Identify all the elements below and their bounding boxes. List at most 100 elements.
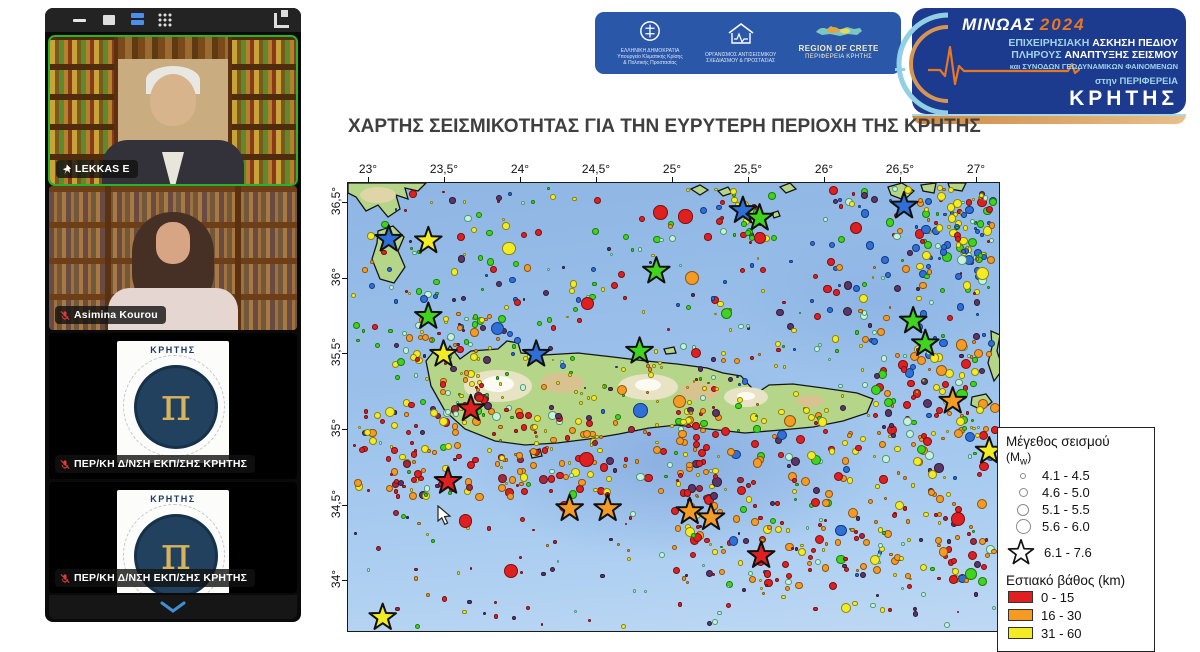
earthquake-dot [406,470,411,475]
earthquake-dot [945,546,953,553]
earthquake-dot [674,525,682,532]
earthquake-dot [884,409,893,418]
earthquake-dot [454,442,461,450]
earthquake-dot [940,288,945,294]
earthquake-dot [710,385,717,392]
earthquake-dot [921,592,926,597]
earthquake-dot [396,358,406,367]
earthquake-dot [919,281,927,290]
earthquake-dot [967,532,972,537]
basemap-islands [348,183,999,459]
earthquake-dot [445,409,452,416]
earthquake-dot [394,299,399,304]
depth-color-swatch [1008,591,1033,604]
earthquake-dot [453,411,459,417]
earthquake-dot [918,269,927,279]
major-earthquake-star [974,436,999,464]
earthquake-dot [507,330,513,337]
participant-name-badge: ΠΕΡ/ΚΗ Δ/ΝΣΗ ΕΚΠ/ΣΗΣ ΚΡΗΤΗΣ [55,569,256,587]
earthquake-dot [972,255,978,260]
earthquake-dot [800,476,810,486]
earthquake-dot [354,482,364,491]
earthquake-dot [651,253,655,257]
earthquake-dot [968,259,974,266]
earthquake-dot [775,578,780,583]
earthquake-dot [677,469,685,477]
earthquake-dot [516,468,524,475]
earthquake-dot [753,503,758,508]
earthquake-dot [550,325,556,331]
earthquake-dot [959,353,964,359]
earthquake-dot [925,264,931,269]
video-tile-education-directorate-2[interactable]: ΚΡΗΤΗΣ π ΠΕΡ/ΚΗ Δ/ΝΣΗ ΕΚΠ/ΣΗΣ ΚΡΗΤΗΣ [49,482,297,593]
video-tile-education-directorate[interactable]: ΚΡΗΤΗΣ π ΠΕΡ/ΚΗ Δ/ΝΣΗ ΕΚΠ/ΣΗΣ ΚΡΗΤΗΣ [49,333,297,479]
earthquake-dot [883,314,890,321]
speaker-view-icon[interactable] [131,13,144,27]
gallery-view-icon[interactable] [158,13,172,27]
earthquake-dot [898,360,908,370]
earthquake-dot [569,355,576,362]
earthquake-dot [530,448,537,455]
earthquake-dot [755,402,760,407]
earthquake-dot [960,248,967,255]
earthquake-dot [605,457,614,465]
island-kythera [371,225,406,284]
earthquake-dot [386,266,392,273]
legend-depth-title: Εστιακό βάθος (km) [1006,573,1126,589]
earthquake-dot [726,448,735,457]
earthquake-dot [732,233,737,237]
earthquake-dot [930,430,936,436]
earthquake-dot [366,488,371,493]
earthquake-dot [558,460,566,468]
more-participants-button[interactable] [49,595,297,619]
earthquake-dot [882,531,886,535]
earthquake-dot [442,482,449,489]
earthquake-dot [614,413,622,421]
earthquake-dot [527,355,535,362]
minimize-icon[interactable] [73,19,86,22]
legend-label: 4.1 - 4.5 [1042,468,1090,484]
popout-icon[interactable] [274,10,289,28]
earthquake-dot [937,521,942,525]
earthquake-dot [510,352,515,357]
earthquake-dot [551,358,555,362]
earthquake-dot [586,297,592,302]
earthquake-dot [504,481,508,486]
earthquake-dot [847,433,852,438]
earthquake-dot [894,445,901,453]
earthquake-dot [540,623,544,627]
earthquake-dot [364,409,369,414]
island-anafi [771,210,781,219]
earthquake-dot [754,231,766,244]
earthquake-dot [698,377,703,381]
earthquake-dot [976,425,981,430]
earthquake-dot [814,411,822,420]
earthquake-dot [946,203,956,212]
earthquake-dot [891,432,896,438]
earthquake-dot [599,434,604,440]
earthquake-dot [573,389,579,395]
video-tile-lekkas[interactable]: LEKKAS E [48,35,298,186]
earthquake-dot [840,603,851,614]
earthquake-dot [973,299,980,306]
earthquake-dot [361,329,365,333]
earthquake-dot [449,197,456,204]
earthquake-dot [823,217,828,222]
earthquake-dot [835,349,839,353]
earthquake-dot [889,552,893,556]
earthquake-dot [956,255,967,265]
earthquake-dot [900,259,904,262]
earthquake-dot [686,187,691,193]
earthquake-dot [586,396,591,400]
earthquake-dot [384,407,395,418]
earthquake-dot [425,533,429,537]
earthquake-dot [967,454,973,459]
earthquake-dot [987,339,996,347]
earthquake-dot [720,351,726,357]
restore-window-icon[interactable] [103,15,115,25]
earthquake-dot [988,198,997,206]
earthquake-dot [511,343,517,349]
earthquake-dot [644,590,648,594]
video-tile-asimina[interactable]: Asimina Kourou [49,186,297,330]
earthquake-dot [922,251,931,260]
